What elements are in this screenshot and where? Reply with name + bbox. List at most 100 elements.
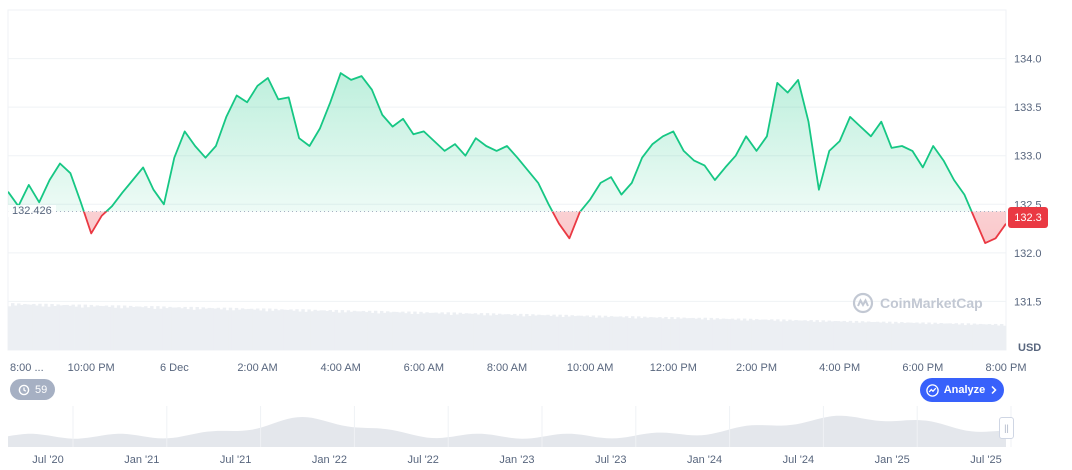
x-tick-label: 10:00 AM: [567, 362, 613, 374]
price-point: [725, 167, 726, 168]
volume-bar: [168, 306, 172, 350]
price-line-up: [8, 72, 973, 212]
volume-bar: [960, 323, 965, 350]
volume-bar: [343, 312, 348, 350]
volume-bar: [494, 314, 499, 350]
volume-bar: [673, 319, 677, 350]
volume-bar: [900, 322, 904, 350]
volume-bar: [398, 312, 402, 350]
volume-bar: [171, 307, 175, 350]
navigator-tick-label: Jul '22: [407, 454, 438, 466]
price-point: [860, 126, 861, 127]
volume-bar: [939, 322, 943, 350]
volume-bar: [204, 308, 208, 350]
volume-bar: [975, 324, 980, 350]
range-drag-handle[interactable]: ||: [999, 417, 1014, 439]
analyze-button[interactable]: Analyze: [920, 378, 1004, 402]
price-point: [714, 180, 715, 181]
volume-bar: [298, 311, 302, 350]
volume-bar: [751, 320, 756, 350]
price-point: [122, 192, 123, 193]
volume-bar: [53, 306, 57, 350]
price-point: [756, 150, 757, 151]
volume-bar: [128, 305, 133, 350]
price-point: [798, 79, 799, 80]
volume-bar: [207, 307, 212, 350]
volume-bar: [68, 305, 72, 350]
volume-bar: [65, 304, 69, 350]
volume-bar: [990, 324, 995, 350]
volume-bar: [29, 304, 33, 350]
volume-bar: [510, 314, 514, 350]
navigator-tick-label: Jan '24: [687, 454, 722, 466]
volume-bar: [252, 309, 257, 350]
price-point: [340, 73, 341, 74]
volume-bar: [842, 320, 847, 350]
price-point: [174, 157, 175, 158]
price-point: [319, 128, 320, 129]
price-point: [517, 157, 518, 158]
volume-bar: [337, 312, 342, 350]
volume-bar: [697, 317, 701, 350]
volume-bar: [963, 325, 968, 350]
volume-bar: [89, 304, 94, 350]
price-point: [974, 218, 975, 219]
volume-bar: [92, 306, 97, 350]
range-navigator[interactable]: Jul '20 Jan '21 Jul '21 Jan '22 Jul '22 Jan '…: [8, 406, 1012, 466]
volume-bar: [237, 309, 242, 350]
volume-bar: [147, 308, 151, 350]
volume-bar: [507, 314, 511, 350]
volume-bar: [470, 313, 475, 350]
volume-bar: [806, 321, 810, 350]
volume-bar: [836, 321, 841, 350]
volume-bar: [265, 311, 269, 350]
volume-bar: [848, 320, 853, 350]
volume-bar: [431, 312, 435, 350]
price-point: [943, 160, 944, 161]
price-point: [153, 189, 154, 190]
volume-bar: [854, 320, 859, 350]
volume-bar: [107, 306, 112, 350]
price-point: [746, 136, 747, 137]
volume-bar: [742, 318, 747, 350]
volume-bar: [773, 320, 777, 350]
annotation-count-button[interactable]: 59: [10, 379, 56, 400]
volume-bar: [413, 311, 417, 350]
price-point: [403, 118, 404, 119]
price-point: [205, 157, 206, 158]
volume-bar: [576, 315, 580, 350]
price-point: [132, 180, 133, 181]
volume-bar: [334, 309, 339, 350]
volume-bar: [404, 313, 408, 350]
volume-bar: [534, 315, 538, 350]
volume-bar: [407, 311, 411, 350]
volume-bar: [585, 315, 590, 350]
volume-bar: [464, 313, 469, 350]
volume-bar: [392, 311, 396, 350]
volume-bar: [903, 322, 907, 350]
price-point: [954, 180, 955, 181]
x-tick-label: 6:00 PM: [902, 362, 943, 374]
price-point: [101, 215, 102, 216]
price-point: [215, 146, 216, 147]
volume-bar: [609, 316, 614, 350]
volume-bar: [767, 320, 771, 350]
volume-bar: [833, 321, 838, 350]
price-point: [787, 92, 788, 93]
volume-bar: [942, 323, 946, 350]
volume-bar: [174, 307, 178, 350]
price-point: [590, 199, 591, 200]
price-point: [288, 97, 289, 98]
volume-bar: [192, 309, 196, 350]
volume-bar: [685, 318, 689, 350]
volume-bar: [984, 324, 989, 350]
volume-bar: [736, 318, 741, 350]
price-point: [382, 114, 383, 115]
volume-bar: [425, 312, 429, 350]
volume-bar: [74, 306, 78, 350]
volume-bar: [522, 316, 526, 350]
x-tick-label: 2:00 AM: [237, 362, 277, 374]
volume-bar: [803, 320, 807, 350]
volume-bar: [8, 306, 12, 350]
